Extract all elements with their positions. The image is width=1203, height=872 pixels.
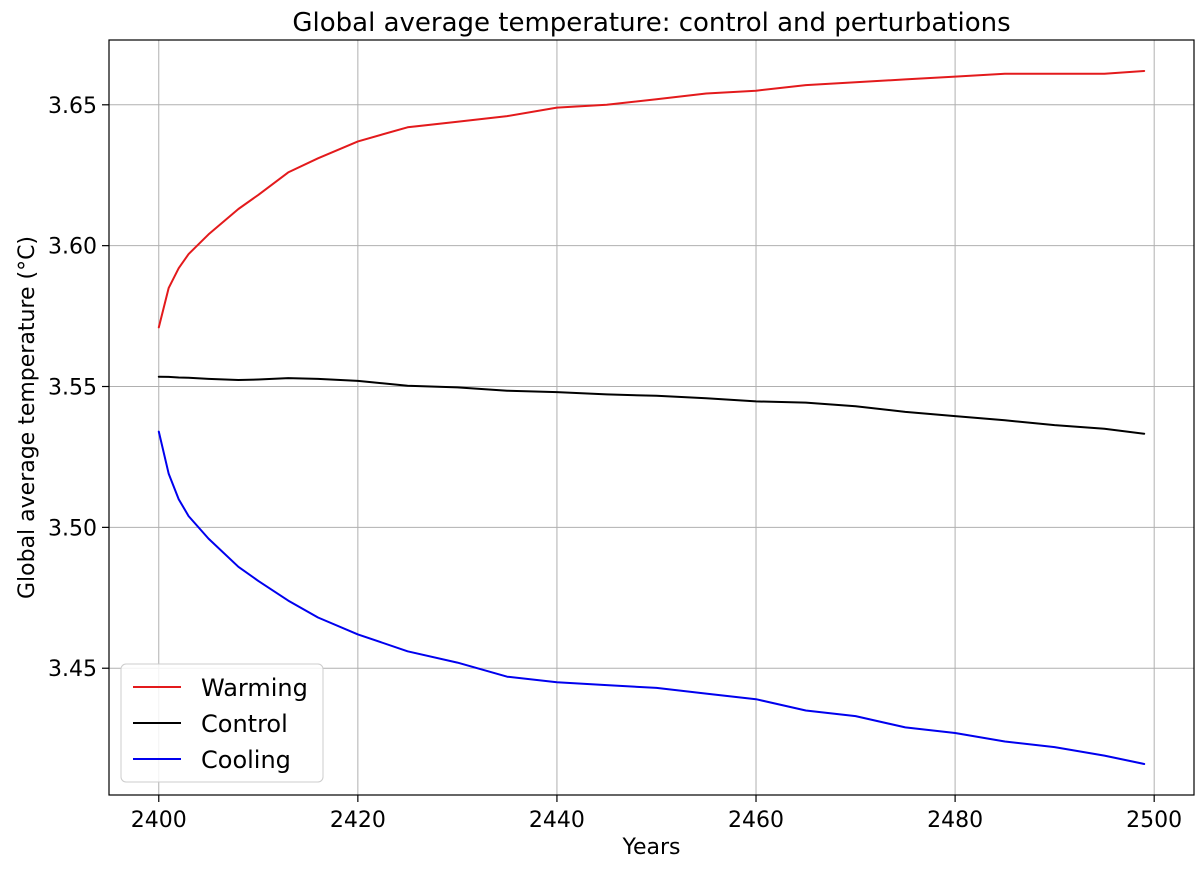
y-tick-label: 3.50 bbox=[48, 516, 97, 541]
x-tick-label: 2480 bbox=[927, 808, 983, 833]
x-axis-label: Years bbox=[621, 835, 680, 860]
y-tick-label: 3.55 bbox=[48, 376, 97, 401]
legend-box bbox=[120, 663, 324, 783]
x-tick-label: 2440 bbox=[529, 808, 585, 833]
plot-frame bbox=[108, 39, 1195, 796]
y-axis-ticks: 3.45 3.50 3.55 3.60 3.65 bbox=[48, 94, 109, 682]
x-tick-label: 2500 bbox=[1126, 808, 1182, 833]
y-tick-label: 3.60 bbox=[48, 235, 97, 260]
legend-label-cooling: Cooling bbox=[201, 746, 291, 774]
legend-label-warming: Warming bbox=[201, 674, 308, 702]
chart-title: Global average temperature: control and … bbox=[292, 8, 1010, 38]
legend: Warming Control Cooling bbox=[120, 663, 324, 783]
x-tick-label: 2420 bbox=[330, 808, 386, 833]
series-lines bbox=[157, 70, 1146, 765]
series-line-cooling bbox=[157, 430, 1146, 765]
series-line-control bbox=[157, 375, 1146, 435]
series-line-warming bbox=[157, 70, 1146, 329]
x-axis-ticks: 2400 2420 2440 2460 2480 2500 bbox=[131, 795, 1182, 833]
y-axis-label: Global average temperature (°C) bbox=[15, 236, 40, 599]
x-tick-label: 2460 bbox=[728, 808, 784, 833]
x-tick-label: 2400 bbox=[131, 808, 187, 833]
y-tick-label: 3.45 bbox=[48, 657, 97, 682]
y-tick-label: 3.65 bbox=[48, 94, 97, 119]
legend-label-control: Control bbox=[201, 710, 288, 738]
